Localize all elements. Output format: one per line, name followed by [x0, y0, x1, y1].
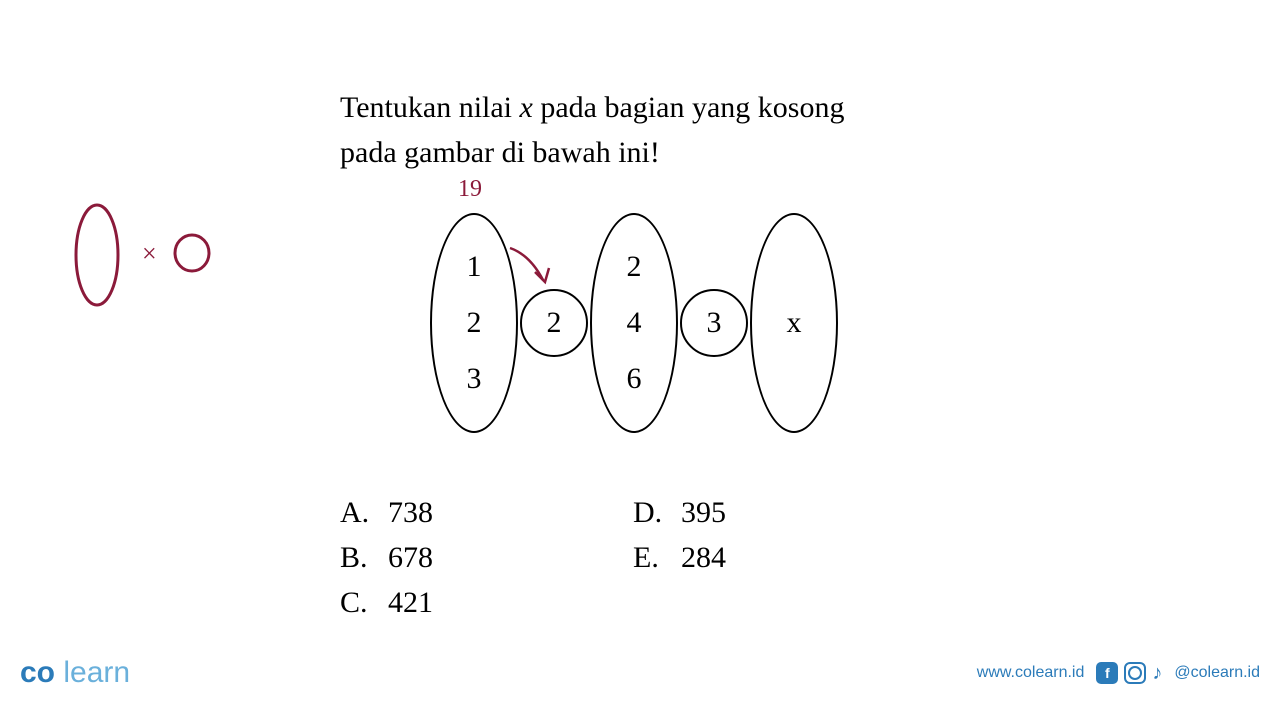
option-a: A. 738: [340, 490, 433, 535]
option-d: D. 395: [633, 490, 726, 535]
logo-part2: learn: [63, 656, 130, 689]
option-a-label: A.: [340, 490, 370, 535]
footer-right: www.colearn.id f ♪ @colearn.id: [977, 662, 1260, 685]
ellipse-2: 2 4 6: [590, 213, 678, 433]
question-x-var: x: [520, 91, 533, 124]
footer-url: www.colearn.id: [977, 664, 1085, 682]
ellipse2-val1: 2: [627, 250, 642, 284]
option-e-value: 284: [681, 535, 726, 580]
options-column-1: A. 738 B. 678 C. 421: [340, 490, 433, 625]
brand-logo: co learn: [20, 656, 130, 690]
ellipse2-val3: 6: [627, 362, 642, 396]
instagram-icon: [1124, 662, 1146, 684]
option-c: C. 421: [340, 580, 433, 625]
social-icons: f ♪: [1096, 662, 1162, 685]
option-e: E. 284: [633, 535, 726, 580]
handwritten-oval-note: ×: [72, 200, 252, 325]
question-line1-part1: Tentukan nilai: [340, 91, 520, 124]
hw-times: ×: [142, 239, 157, 268]
option-d-label: D.: [633, 490, 663, 535]
ellipse2-val2: 4: [627, 306, 642, 340]
option-c-label: C.: [340, 580, 370, 625]
handwritten-annotation-19: 19: [458, 176, 482, 203]
option-e-label: E.: [633, 535, 663, 580]
option-b-value: 678: [388, 535, 433, 580]
ellipse1-val3: 3: [467, 362, 482, 396]
answer-options: A. 738 B. 678 C. 421 D. 395 E. 284: [340, 490, 726, 625]
footer-bar: co learn www.colearn.id f ♪ @colearn.id: [0, 656, 1280, 690]
ellipse-3: x: [750, 213, 838, 433]
circle2-val: 3: [707, 306, 722, 340]
option-c-value: 421: [388, 580, 433, 625]
option-b-label: B.: [340, 535, 370, 580]
logo-part1: co: [20, 656, 55, 689]
ellipse1-val2: 2: [467, 306, 482, 340]
question-text: Tentukan nilai x pada bagian yang kosong…: [340, 85, 844, 175]
ellipse1-val1: 1: [467, 250, 482, 284]
circle-2: 3: [680, 289, 748, 357]
facebook-icon: f: [1096, 662, 1118, 684]
options-column-2: D. 395 E. 284: [633, 490, 726, 625]
circle1-val: 2: [547, 306, 562, 340]
handwritten-arrow: [505, 240, 560, 300]
option-a-value: 738: [388, 490, 433, 535]
question-line2: pada gambar di bawah ini!: [340, 130, 844, 175]
ellipse3-x: x: [787, 306, 802, 340]
question-line1-part2: pada bagian yang kosong: [533, 91, 845, 124]
footer-handle: @colearn.id: [1174, 664, 1260, 682]
option-b: B. 678: [340, 535, 433, 580]
tiktok-icon: ♪: [1152, 662, 1162, 685]
option-d-value: 395: [681, 490, 726, 535]
